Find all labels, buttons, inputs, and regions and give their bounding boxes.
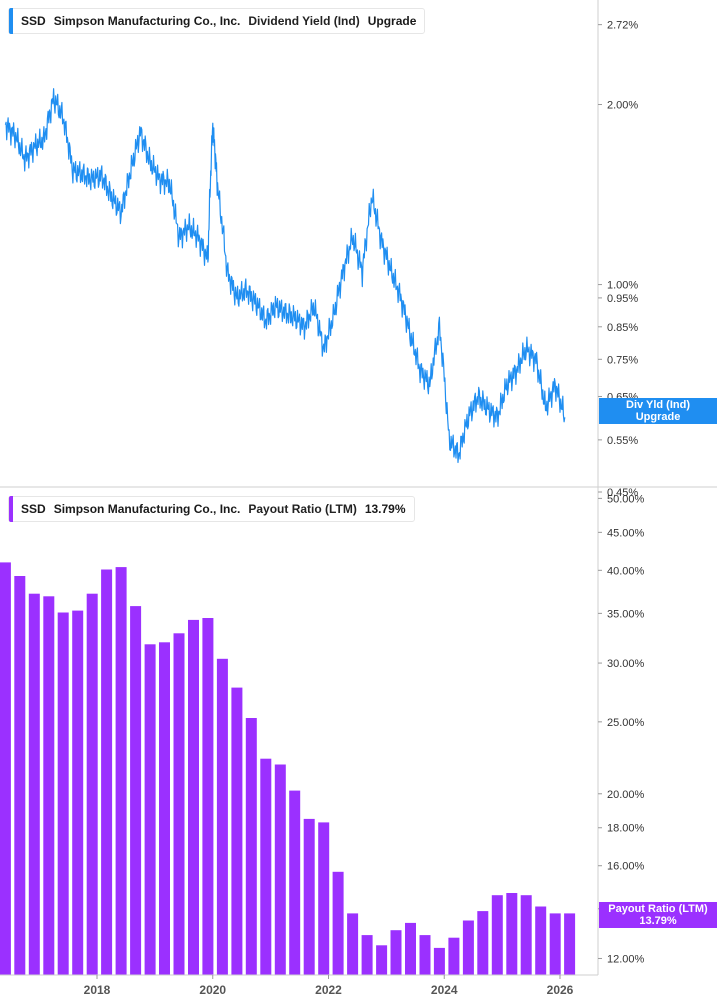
y-tick-label: 0.45%	[607, 487, 638, 499]
payout-ratio-bar	[564, 913, 576, 975]
legend-company: Simpson Manufacturing Co., Inc.	[53, 14, 241, 28]
dividend-yield-plot	[4, 88, 566, 464]
payout-ratio-bar	[72, 610, 84, 975]
y-tick-label: 20.00%	[607, 789, 645, 801]
y-tick-label: 0.75%	[607, 354, 638, 366]
payout-ratio-bar	[405, 922, 416, 975]
tag-value: Upgrade	[635, 411, 681, 423]
tag-label: Payout Ratio (LTM)	[608, 903, 708, 915]
payout-ratio-bar	[86, 593, 98, 975]
payout-ratio-bar	[274, 764, 286, 975]
payout-ratio-bar	[419, 935, 431, 975]
y-tick-label: 2.72%	[607, 20, 638, 32]
payout-ratio-bar	[0, 562, 11, 975]
y-tick-label: 0.95%	[607, 293, 638, 305]
payout-ratio-legend: SSD Simpson Manufacturing Co., Inc. Payo…	[8, 496, 415, 522]
payout-ratio-bar	[535, 906, 547, 975]
payout-ratio-bar	[130, 606, 142, 975]
payout-ratio-bar	[477, 911, 489, 975]
payout-ratio-bar	[101, 569, 113, 975]
payout-ratio-legend-swatch	[9, 496, 13, 522]
payout-ratio-bar	[260, 758, 272, 975]
payout-ratio-bar	[188, 619, 199, 975]
y-tick-label: 40.00%	[607, 565, 645, 577]
x-tick-label: 2026	[547, 983, 574, 997]
payout-ratio-bar	[376, 945, 388, 975]
y-tick-label: 1.00%	[607, 280, 638, 292]
y-tick-label: 0.55%	[607, 435, 638, 447]
payout-ratio-bar	[245, 718, 257, 975]
payout-ratio-bar	[318, 822, 330, 975]
payout-ratio-bar	[144, 644, 156, 975]
y-tick-label: 18.00%	[607, 823, 645, 835]
payout-ratio-bar	[159, 642, 170, 975]
payout-ratio-bar	[448, 937, 460, 975]
payout-ratio-bar	[303, 818, 315, 975]
payout-ratio-bar	[390, 930, 402, 975]
payout-ratio-bar	[173, 633, 185, 975]
tag-label: Div Yld (Ind)	[626, 399, 690, 411]
payout-ratio-bar	[491, 895, 503, 975]
payout-ratio-plot	[0, 562, 576, 975]
dividend-yield-legend-swatch	[9, 8, 13, 34]
payout-ratio-bar	[231, 687, 243, 975]
dividend-yield-legend: SSD Simpson Manufacturing Co., Inc. Divi…	[8, 8, 426, 34]
legend-ticker: SSD	[21, 14, 46, 28]
y-tick-label: 30.00%	[607, 658, 645, 670]
payout-ratio-bar	[43, 596, 55, 975]
y-tick-label: 16.00%	[607, 861, 645, 873]
dividend-yield-line	[4, 88, 566, 464]
payout-ratio-bar	[506, 893, 518, 975]
payout-ratio-bar	[462, 920, 474, 975]
x-tick-label: 2018	[84, 983, 111, 997]
tag-value: 13.79%	[639, 915, 677, 927]
legend-metric: Dividend Yield (Ind)	[248, 14, 360, 28]
x-tick-label: 2020	[199, 983, 226, 997]
legend-value: 13.79%	[364, 502, 406, 516]
payout-ratio-bar	[28, 593, 40, 975]
legend-ticker: SSD	[21, 502, 46, 516]
payout-ratio-bar	[433, 947, 445, 975]
payout-ratio-bar	[57, 612, 69, 975]
payout-ratio-bar	[549, 913, 561, 975]
y-tick-label: 0.85%	[607, 322, 638, 334]
payout-ratio-price-tag: Payout Ratio (LTM) 13.79%	[599, 902, 717, 928]
y-tick-label: 50.00%	[607, 493, 645, 505]
legend-value[interactable]: Upgrade	[367, 14, 417, 28]
y-tick-label: 25.00%	[607, 717, 645, 729]
y-tick-label: 35.00%	[607, 608, 645, 620]
payout-ratio-bar	[520, 895, 532, 975]
y-tick-label: 12.00%	[607, 953, 645, 965]
payout-ratio-bar	[14, 576, 26, 975]
x-tick-label: 2024	[431, 983, 458, 997]
x-tick-label: 2022	[315, 983, 342, 997]
payout-ratio-bar	[216, 658, 228, 975]
payout-ratio-bar	[115, 567, 127, 975]
legend-metric: Payout Ratio (LTM)	[248, 502, 357, 516]
dividend-yield-price-tag: Div Yld (Ind) Upgrade	[599, 398, 717, 424]
payout-ratio-bar	[289, 790, 301, 975]
y-tick-label: 45.00%	[607, 527, 645, 539]
payout-ratio-bar	[347, 913, 359, 975]
payout-ratio-bar	[332, 871, 344, 975]
legend-company: Simpson Manufacturing Co., Inc.	[53, 502, 241, 516]
payout-ratio-bar	[361, 935, 373, 975]
payout-ratio-bar	[202, 618, 214, 975]
y-tick-label: 2.00%	[607, 100, 638, 112]
